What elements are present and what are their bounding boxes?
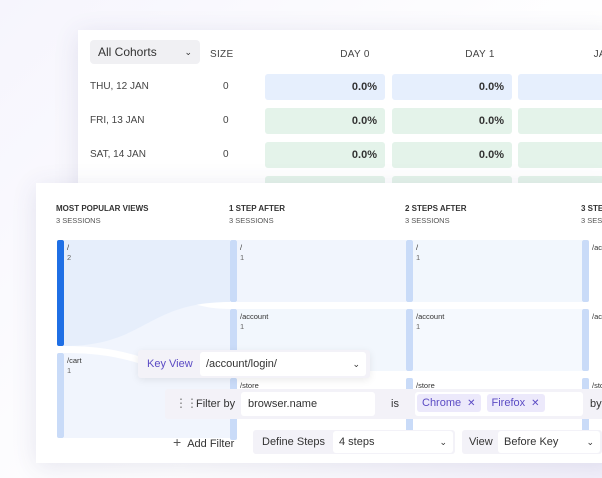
chip-text: Chrome [422,397,462,409]
column-title: MOST POPULAR VIEWS [56,204,149,213]
define-steps-label: Define Steps [262,436,325,448]
node-label: /cart [67,356,82,365]
row-size: 0 [223,81,229,92]
node-count: 1 [416,253,421,262]
node-count: 1 [240,253,245,262]
row-size: 0 [223,149,229,160]
cohort-select-text: All Cohorts [98,45,157,59]
add-filter-text: Add Filter [187,438,235,450]
column-title: 1 STEP AFTER [229,204,286,213]
filter-field[interactable]: browser.name [241,392,375,416]
cohort-cell [518,74,602,100]
column-sessions: 3 SESSIONS [581,216,602,225]
column-title: 3 STEPS AFTER [581,204,602,213]
view-select[interactable]: Before Key ⌄ [498,431,600,453]
chip[interactable]: Firefox ✕ [486,394,545,412]
flow-card: MOST POPULAR VIEWS 3 SESSIONS/2/cart 1 1 ST… [36,183,602,463]
filter-field-text: browser.name [248,398,318,410]
chip-remove[interactable]: ✕ [467,398,476,409]
node-bar[interactable] [57,353,64,438]
column-title: 2 STEPS AFTER [405,204,467,213]
steps-select[interactable]: 4 steps ⌄ [333,431,453,453]
node-count: 1 [240,322,245,331]
operator: is [391,398,399,410]
view-label: View [469,436,493,448]
cohort-cell: 0.0% [392,74,512,100]
node-bar[interactable] [230,240,237,302]
node-bar[interactable] [582,240,589,302]
flow-links [64,240,582,438]
cohort-cell [518,142,602,168]
row-size: 0 [223,115,229,126]
cohort-cell: 0.0% [265,74,385,100]
node-label: /account [592,243,602,252]
column-sessions: 3 SESSIONS [56,216,101,225]
node-count: 2 [67,253,72,262]
key-view: Key View /account/login/⌄ [138,350,370,378]
column-header: JAN 2 [593,49,602,60]
view: View Before Key ⌄ [462,430,602,454]
node-label: / [416,243,419,252]
view-value: Before Key [504,436,559,448]
column-header: DAY 1 [465,49,495,60]
node-bar[interactable] [57,240,64,346]
node-label: / [240,243,243,252]
cohort-cell: 0.0% [265,108,385,134]
filter-trailing: by [590,398,602,410]
chip-remove[interactable]: ✕ [531,398,540,409]
node-label: /store [592,381,602,390]
column-header: DAY 0 [340,49,370,60]
column-sessions: 3 SESSIONS [405,216,450,225]
filter-row: ⋮⋮ Filter by browser.name is Chrome ✕ Fire… [165,389,602,419]
key-view-value: /account/login/ [206,358,277,370]
cohort-cell [518,108,602,134]
column-sessions: 3 SESSIONS [229,216,274,225]
node-label: / [67,243,70,252]
chip-list: Chrome ✕ Firefox ✕ [415,392,583,416]
steps-value: 4 steps [339,436,375,448]
node-label: /account [416,312,445,321]
row-date: FRI, 13 JAN [90,115,145,126]
node-bar[interactable] [406,240,413,302]
column-header: SIZE [210,49,234,60]
cohort-select[interactable]: All Cohorts ⌄ [90,40,200,64]
cohort-cell: 0.0% [392,108,512,134]
key-view-label: Key View [147,358,193,370]
node-label: /account [592,312,602,321]
cohort-card: All Cohorts⌄ SIZE DAY 0 DAY 1 JAN 2 THU, 12 … [78,30,602,205]
node-label: /store [416,381,435,390]
node-bar[interactable] [582,309,589,371]
row-date: SAT, 14 JAN [90,149,146,160]
node-bar[interactable] [406,309,413,371]
node-count: 1 [67,366,72,375]
drag-handle[interactable]: ⋮⋮ [175,396,198,410]
node-label: /account [240,312,269,321]
key-view-input[interactable]: /account/login/⌄ [200,352,366,376]
cohort-cell: 0.0% [265,142,385,168]
row-date: THU, 12 JAN [90,81,149,92]
chip-text: Firefox [491,397,526,409]
node-label: /store [240,381,259,390]
filter-label: Filter by [196,398,236,410]
add-filter[interactable]: + Add Filter [173,434,235,450]
chip[interactable]: Chrome ✕ [417,394,481,412]
node-bar[interactable] [230,309,237,371]
node-count: 1 [416,322,421,331]
steps: Define Steps 4 steps ⌄ [253,430,455,454]
cohort-cell: 0.0% [392,142,512,168]
